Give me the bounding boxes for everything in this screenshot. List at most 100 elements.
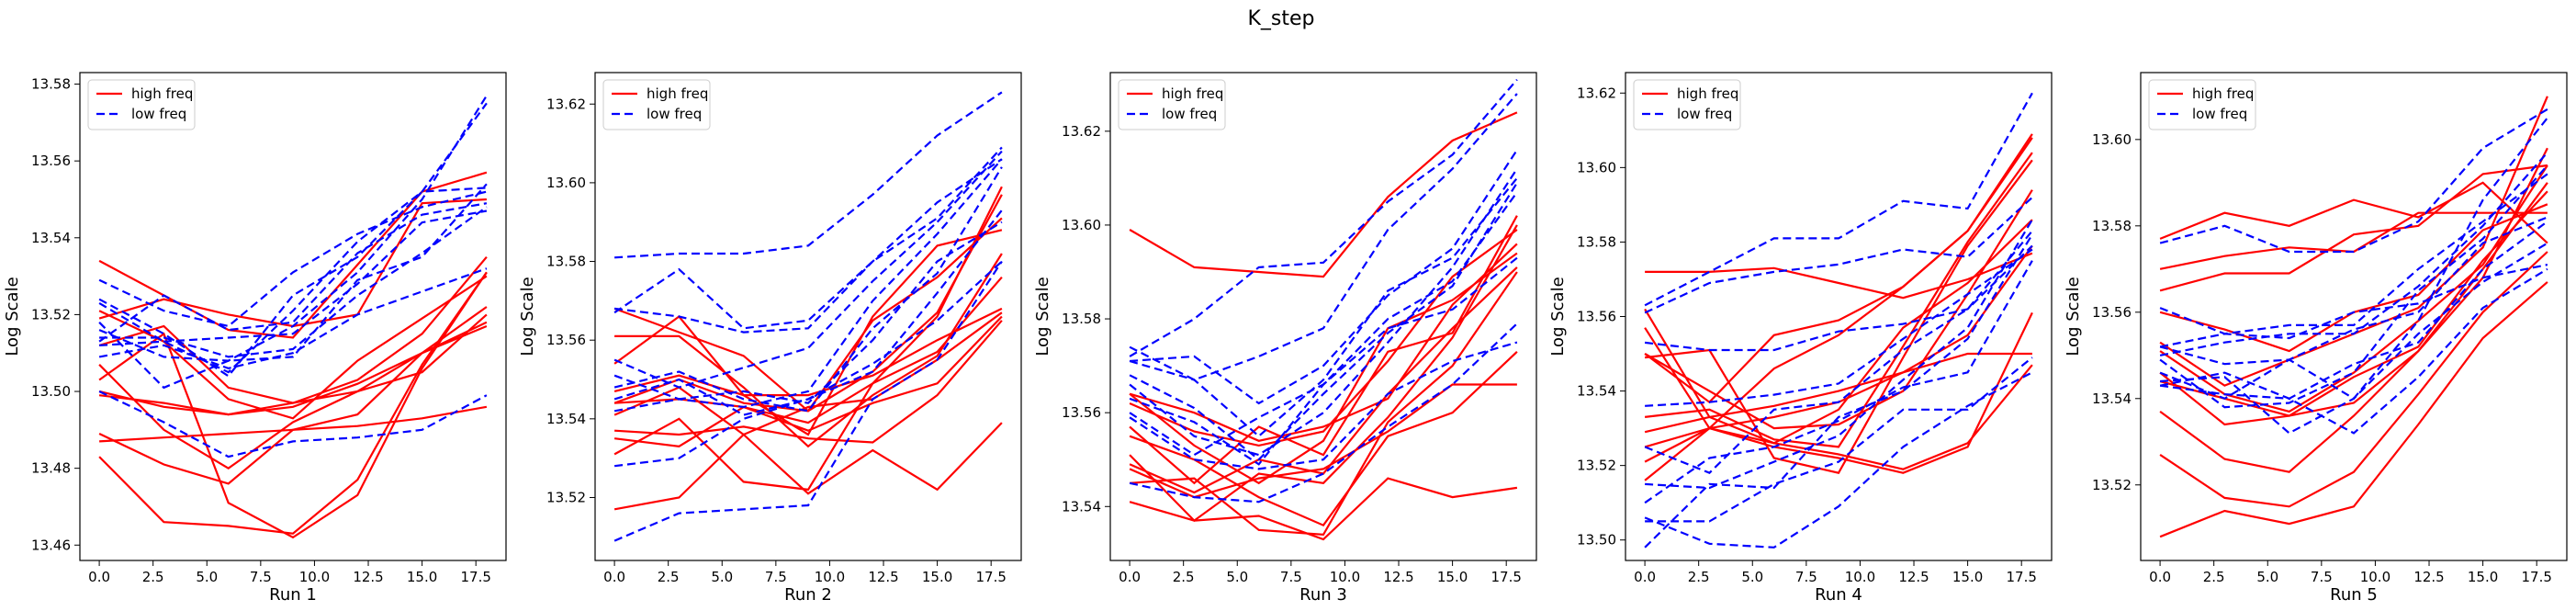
x-tick-label: 5.0: [1741, 569, 1763, 585]
chart-panel-3: 0.0 2.5 5.0 7.5 10.0 12.5 15.0 17.5 13.54 13.56 13…: [1033, 72, 1537, 605]
x-tick-label: 5.0: [196, 569, 218, 585]
series-line-high-11: [1129, 111, 1518, 278]
series-line-low-21: [2159, 107, 2548, 254]
series-line-low-19: [613, 146, 1003, 330]
y-tick-label: 13.62: [546, 96, 586, 112]
y-axis-label: Log Scale: [2064, 277, 2083, 356]
y-tick-label: 13.52: [1577, 458, 1616, 474]
x-tick-label: 0.0: [88, 569, 110, 585]
series-line-high-5: [1129, 224, 1518, 523]
x-tick-label: 0.0: [603, 569, 625, 585]
series-line-high-1: [2159, 281, 2548, 538]
y-tick-label: 13.56: [31, 153, 71, 169]
series-line-high-6: [1644, 159, 2033, 474]
y-tick-label: 13.54: [31, 230, 71, 246]
series-line-high-4: [98, 321, 488, 416]
series-line-low-20: [1644, 196, 2033, 314]
series-line-low-17: [2159, 152, 2548, 356]
series-line-low-17: [613, 158, 1003, 409]
legend-low-label: low freq: [1162, 106, 1217, 122]
y-axis-label: Log Scale: [1033, 277, 1052, 356]
x-tick-label: 2.5: [2203, 569, 2225, 585]
axes-frame: [594, 72, 1022, 561]
series-line-high-1: [98, 271, 488, 535]
legend-box: [1118, 79, 1226, 130]
y-tick-label: 13.60: [1062, 217, 1101, 233]
chart-panel-1: 0.0 2.5 5.0 7.5 10.0 12.5 15.0 17.5 13.46 13.48 13…: [3, 72, 507, 605]
y-tick-label: 13.54: [2092, 390, 2132, 407]
panels: 0.0 2.5 5.0 7.5 10.0 12.5 15.0 17.5 13.46 13.48 13…: [3, 72, 2568, 605]
legend-high-label: high freq: [1677, 85, 1738, 102]
y-tick-label: 13.62: [1577, 85, 1616, 101]
y-tick-label: 13.56: [2092, 304, 2132, 321]
series-line-low-16: [1645, 219, 2033, 490]
series-line-low-16: [1129, 168, 1518, 457]
x-tick-label: 15.0: [407, 569, 437, 585]
y-tick-label: 13.46: [31, 537, 71, 553]
y-tick-label: 13.54: [1062, 498, 1101, 515]
series-line-low-21: [614, 91, 1003, 259]
axes-frame: [79, 72, 507, 561]
series-line-low-19: [2159, 117, 2548, 401]
series-line-low-13: [98, 267, 488, 370]
y-tick-label: 13.50: [1577, 532, 1616, 549]
series-line-high-11: [1645, 252, 2033, 300]
figure-title: K_step: [1247, 7, 1314, 30]
legend: high freq low freq: [1118, 79, 1226, 130]
series-line-low-14: [1644, 371, 2033, 549]
x-tick-label: 17.5: [975, 569, 1006, 585]
legend-high-label: high freq: [2192, 85, 2254, 102]
series-line-high-6: [98, 313, 488, 470]
series-line-low-15: [99, 206, 488, 358]
series-line-high-4: [614, 320, 1003, 444]
legend-box: [1633, 79, 1741, 130]
series-line-low-13: [1645, 356, 2033, 523]
x-tick-label: 17.5: [460, 569, 490, 585]
x-axis-label: Run 4: [1815, 585, 1862, 605]
legend-high-label: high freq: [1162, 85, 1223, 102]
x-tick-label: 17.5: [2006, 569, 2036, 585]
series-line-high-5: [2159, 182, 2548, 426]
x-tick-label: 7.5: [765, 569, 787, 585]
series-line-low-12: [1129, 322, 1518, 504]
series-line-low-15: [2159, 216, 2548, 401]
series-line-low-17: [1129, 182, 1518, 461]
series-line-high-11: [614, 315, 1003, 432]
x-axis-label: Run 2: [784, 585, 832, 605]
x-tick-label: 17.5: [2521, 569, 2551, 585]
x-tick-label: 7.5: [1280, 569, 1302, 585]
series-line-high-11: [99, 405, 488, 443]
x-tick-label: 5.0: [711, 569, 733, 585]
x-tick-label: 12.5: [2413, 569, 2444, 585]
series-line-low-18: [1645, 248, 2033, 407]
series-line-low-18: [613, 150, 1003, 389]
chart-panel-5: 0.0 2.5 5.0 7.5 10.0 12.5 15.0 17.5 13.52 13.54 13…: [2064, 72, 2568, 605]
series-line-low-16: [2159, 164, 2548, 409]
y-tick-label: 13.56: [1577, 309, 1616, 325]
series-line-high-7: [98, 255, 488, 404]
x-tick-label: 2.5: [1173, 569, 1195, 585]
legend-box: [602, 79, 711, 130]
series-line-low-13: [1129, 341, 1518, 470]
series-line-low-17: [98, 183, 488, 390]
series-line-low-20: [2159, 173, 2548, 335]
x-axis-label: Run 1: [269, 585, 317, 605]
legend-low-label: low freq: [131, 106, 186, 122]
legend-high-label: high freq: [131, 85, 193, 102]
y-tick-label: 13.56: [1062, 404, 1101, 421]
series-line-high-7: [1129, 215, 1518, 485]
series-line-high-9: [1129, 243, 1518, 442]
series-line-low-19: [1644, 244, 2033, 352]
x-tick-label: 10.0: [2360, 569, 2390, 585]
series-line-low-21: [1129, 93, 1518, 381]
series-line-high-8: [1129, 229, 1518, 447]
x-tick-label: 7.5: [2311, 569, 2333, 585]
y-tick-label: 13.50: [31, 383, 71, 400]
y-tick-label: 13.52: [31, 306, 71, 322]
series-line-low-16: [98, 95, 488, 362]
y-tick-label: 13.52: [546, 489, 586, 505]
series-line-high-10: [1644, 219, 2033, 445]
y-tick-label: 13.54: [1577, 383, 1616, 400]
legend: high freq low freq: [87, 79, 196, 130]
y-axis-label: Log Scale: [518, 277, 537, 356]
